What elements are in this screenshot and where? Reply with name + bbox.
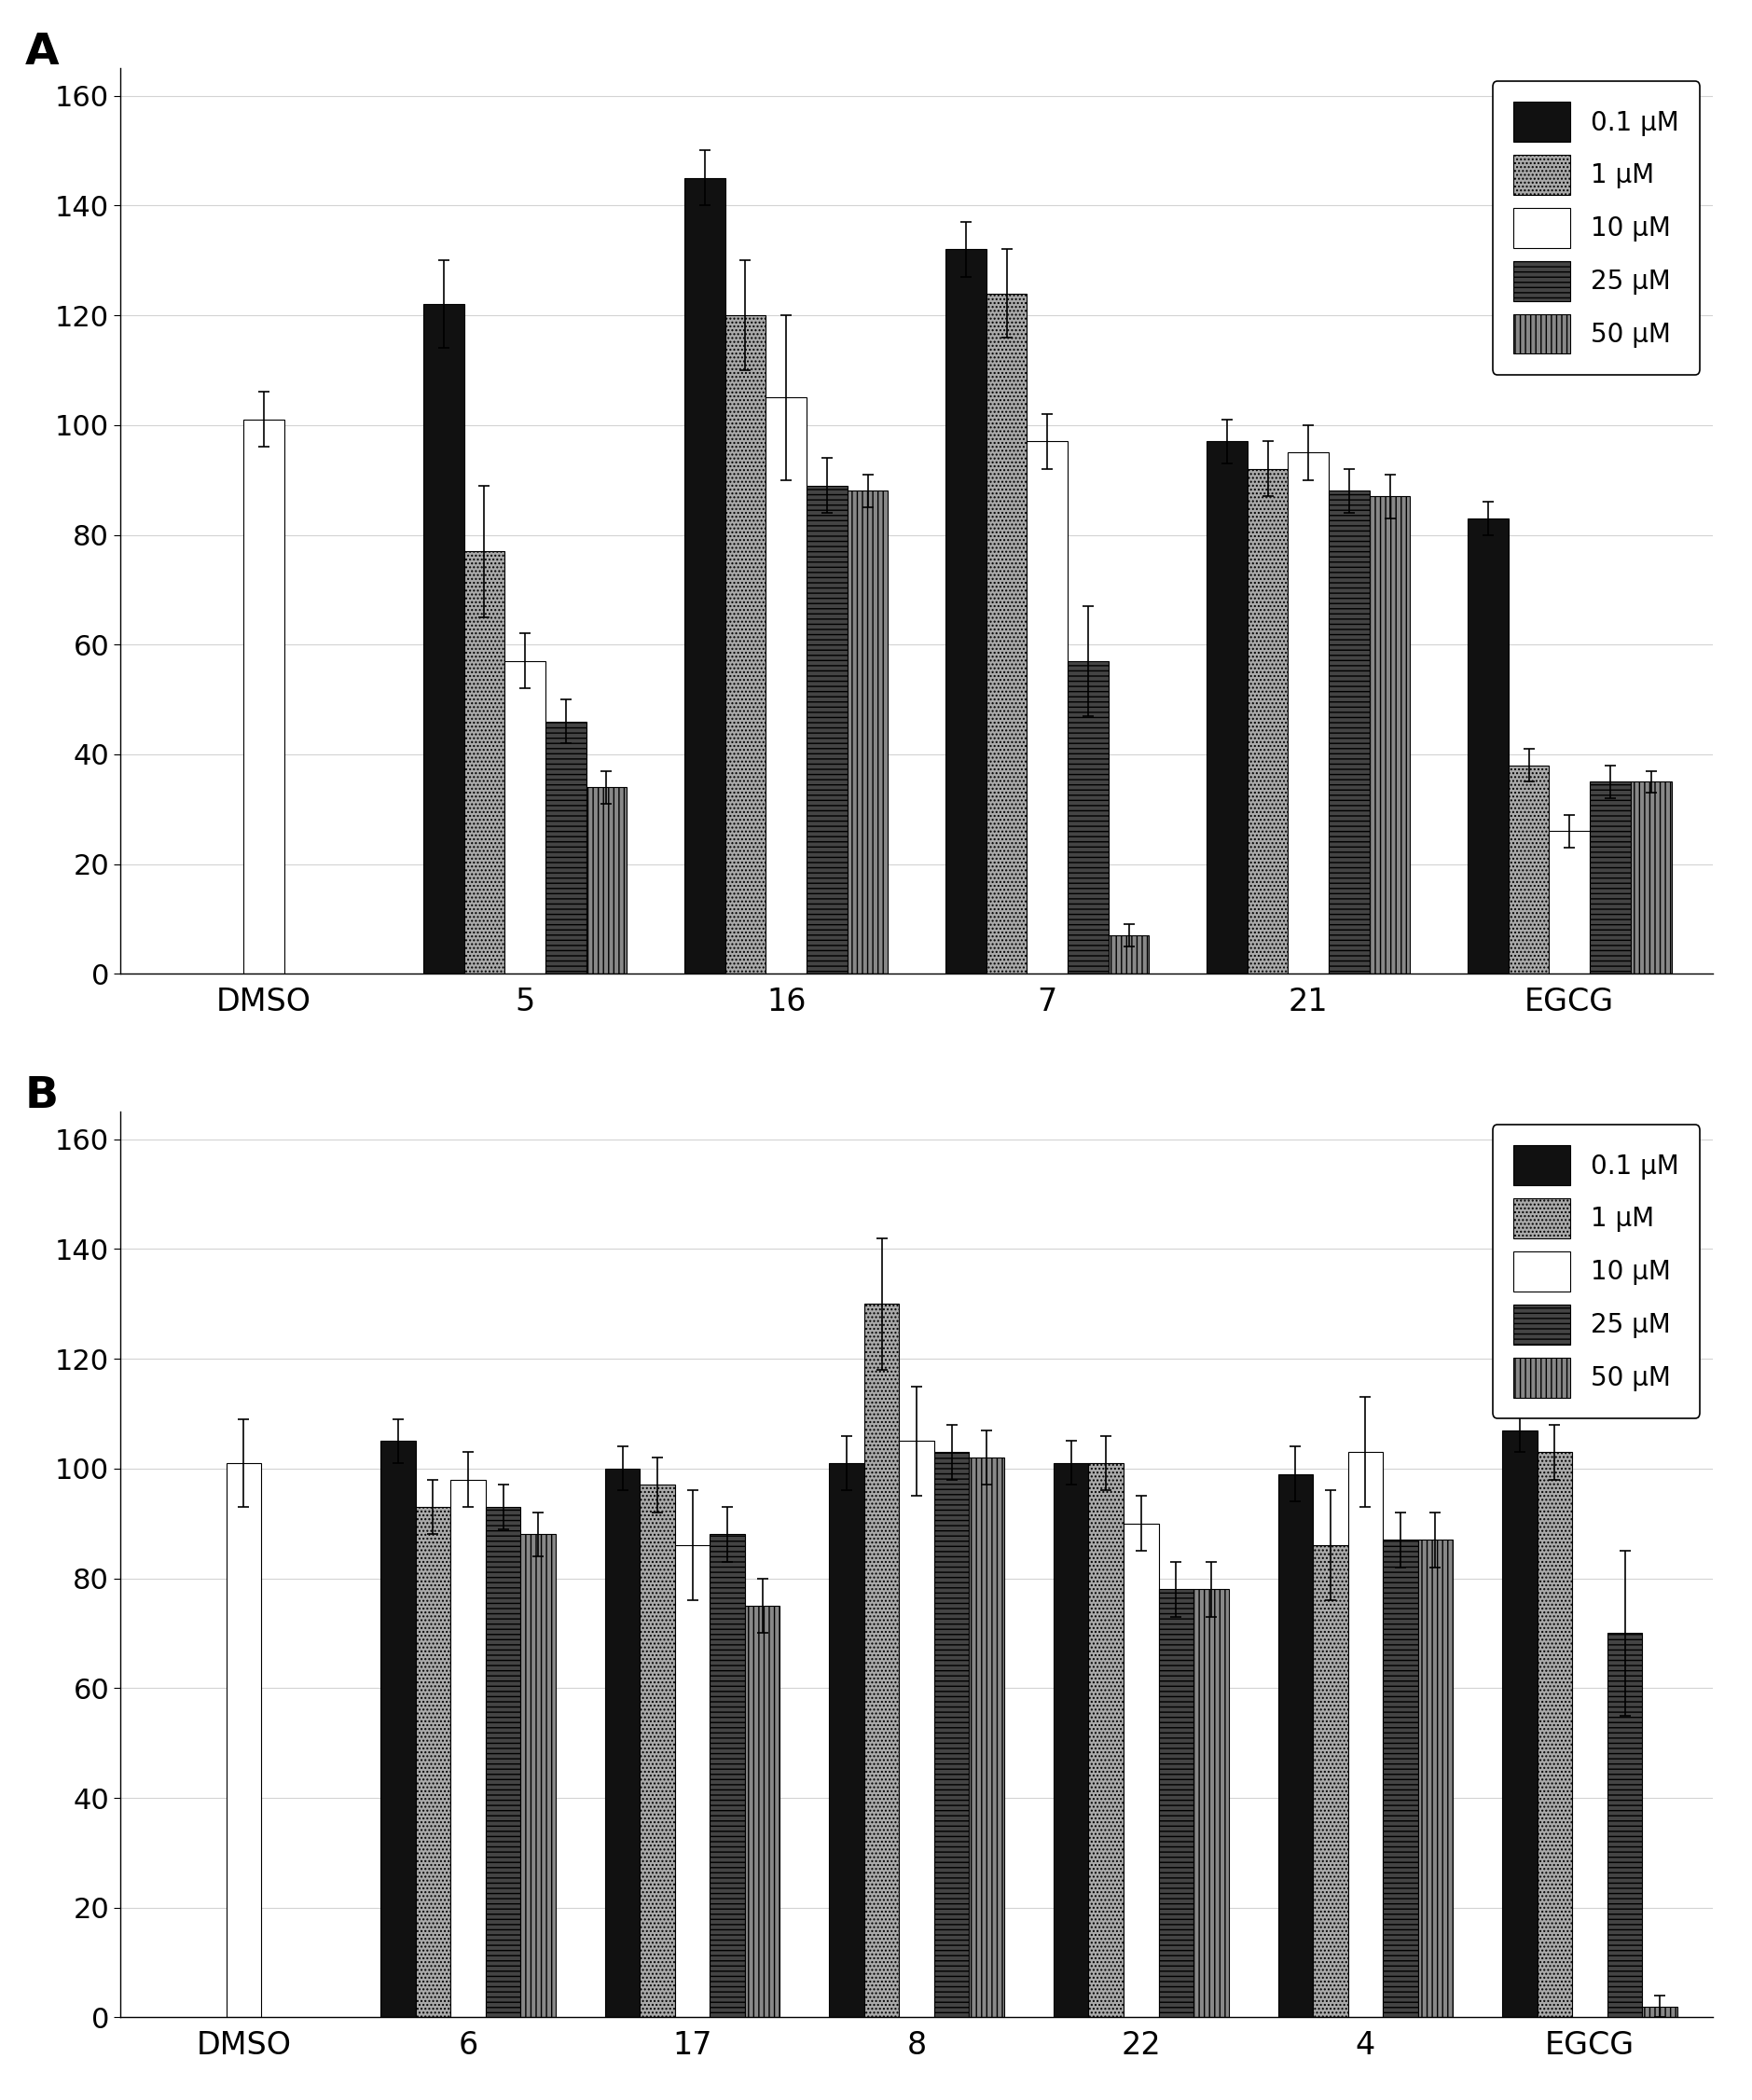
- Bar: [1607, 1634, 1642, 2018]
- Bar: [520, 1535, 555, 2018]
- Bar: [1468, 519, 1508, 974]
- Bar: [848, 491, 888, 974]
- Bar: [1642, 2006, 1677, 2018]
- Bar: [1537, 1451, 1572, 2018]
- Bar: [1277, 1474, 1312, 2018]
- Bar: [1067, 662, 1109, 974]
- Bar: [1328, 491, 1370, 974]
- Bar: [829, 1464, 864, 2018]
- Bar: [464, 552, 505, 974]
- Bar: [1053, 1464, 1088, 2018]
- Bar: [1312, 1546, 1347, 2018]
- Bar: [1247, 468, 1288, 974]
- Bar: [1631, 781, 1671, 974]
- Bar: [485, 1508, 520, 2018]
- Bar: [766, 397, 806, 974]
- Bar: [380, 1441, 415, 2018]
- Bar: [639, 1485, 675, 2018]
- Bar: [934, 1451, 969, 2018]
- Bar: [244, 420, 284, 974]
- Bar: [1382, 1539, 1417, 2018]
- Bar: [864, 1304, 899, 2018]
- Bar: [899, 1441, 934, 2018]
- Bar: [806, 485, 848, 974]
- Bar: [685, 179, 725, 974]
- Bar: [1158, 1590, 1193, 2018]
- Bar: [969, 1457, 1004, 2018]
- Bar: [710, 1535, 745, 2018]
- Bar: [1501, 1430, 1537, 2018]
- Bar: [1027, 441, 1067, 974]
- Bar: [725, 315, 766, 974]
- Bar: [545, 722, 587, 974]
- Bar: [1370, 496, 1410, 974]
- Bar: [1508, 764, 1549, 974]
- Text: B: B: [25, 1075, 58, 1117]
- Bar: [505, 662, 545, 974]
- Bar: [415, 1508, 450, 2018]
- Bar: [986, 294, 1027, 974]
- Bar: [424, 304, 464, 974]
- Bar: [1088, 1464, 1123, 2018]
- Bar: [946, 250, 986, 974]
- Bar: [604, 1468, 639, 2018]
- Bar: [587, 788, 627, 974]
- Bar: [1123, 1522, 1158, 2018]
- Bar: [1109, 934, 1149, 974]
- Bar: [1207, 441, 1247, 974]
- Bar: [1589, 781, 1631, 974]
- Bar: [450, 1480, 485, 2018]
- Bar: [1417, 1539, 1452, 2018]
- Bar: [1347, 1451, 1382, 2018]
- Bar: [675, 1546, 710, 2018]
- Legend: 0.1 μM, 1 μM, 10 μM, 25 μM, 50 μM: 0.1 μM, 1 μM, 10 μM, 25 μM, 50 μM: [1493, 1126, 1699, 1418]
- Text: A: A: [25, 32, 60, 74]
- Legend: 0.1 μM, 1 μM, 10 μM, 25 μM, 50 μM: 0.1 μM, 1 μM, 10 μM, 25 μM, 50 μM: [1493, 82, 1699, 374]
- Bar: [745, 1606, 780, 2018]
- Bar: [1549, 832, 1589, 974]
- Bar: [1193, 1590, 1228, 2018]
- Bar: [226, 1464, 261, 2018]
- Bar: [1288, 452, 1328, 974]
